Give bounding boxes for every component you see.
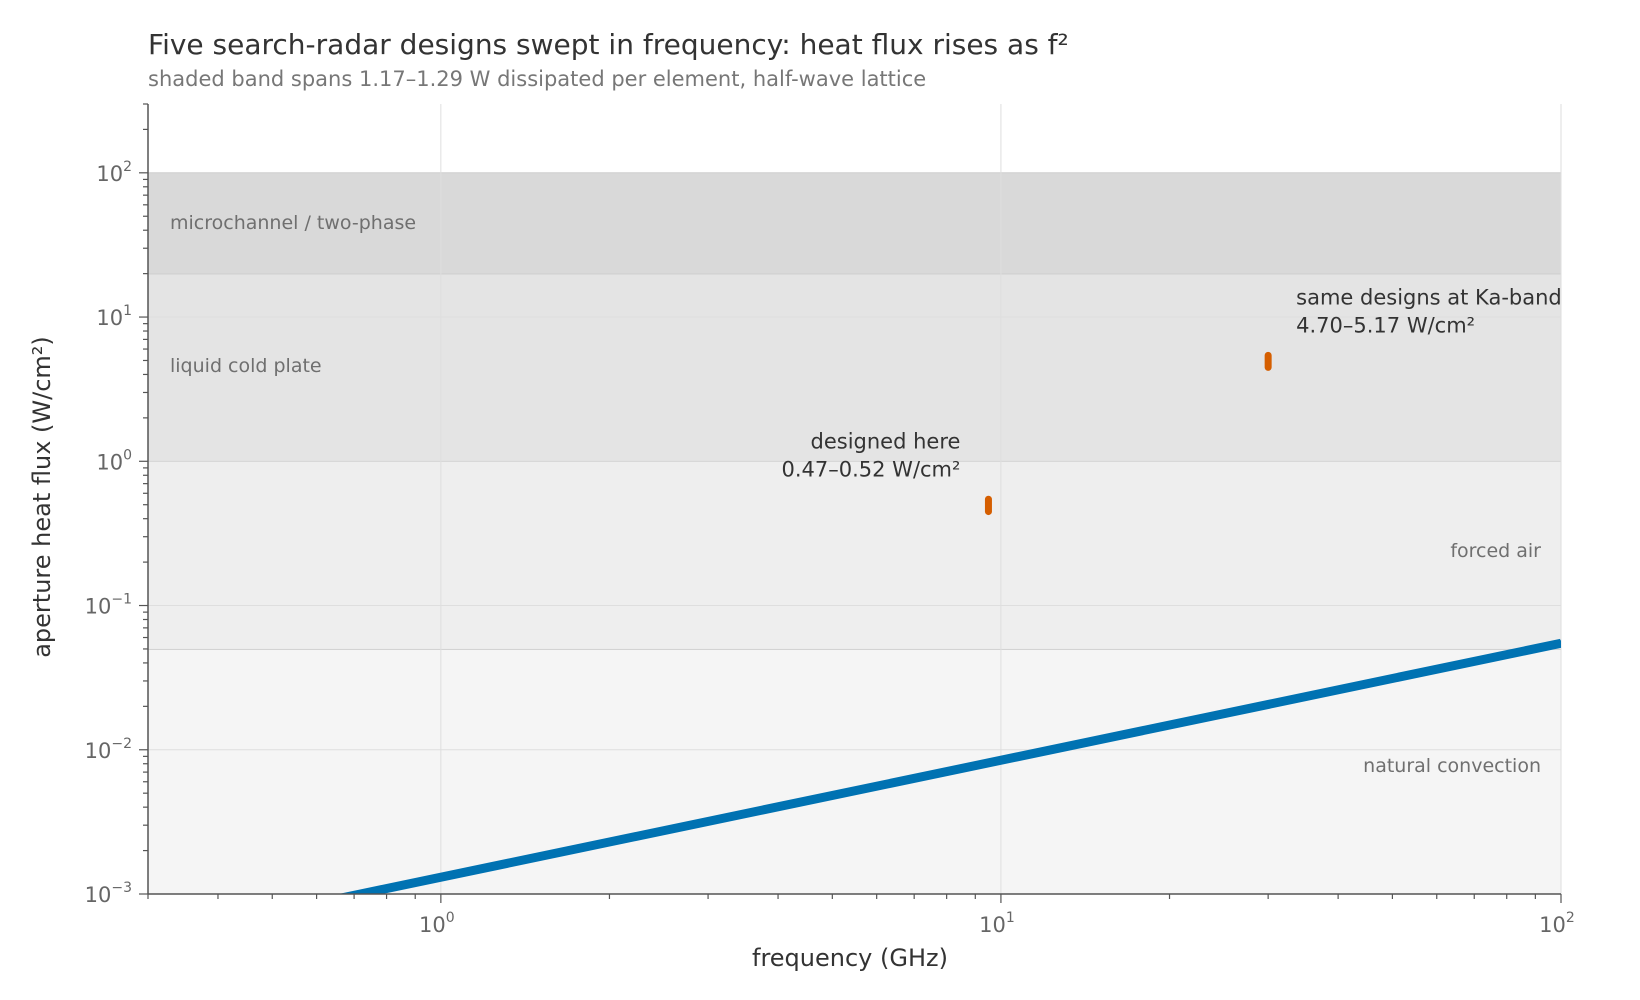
annotation-line2-0: 0.47–0.52 W/cm² <box>781 457 960 481</box>
x-tick-label-2: 102 <box>1539 910 1575 937</box>
annotation-line1-0: designed here <box>811 429 961 453</box>
y-axis-label: aperture heat flux (W/cm²) <box>28 336 56 658</box>
zone-band-1 <box>148 461 1561 649</box>
x-tick-label-1: 101 <box>979 910 1015 937</box>
y-tick-label-4: 101 <box>96 303 132 330</box>
cooling-zones: natural convection forced air liquid cold … <box>148 172 1561 894</box>
zone-label-3: microchannel / two-phase <box>170 212 416 234</box>
x-tick-label-0: 100 <box>419 910 455 937</box>
chart-subtitle: shaded band spans 1.17–1.29 W dissipated… <box>148 67 926 91</box>
series-0 <box>338 638 1561 894</box>
zone-label-0: natural convection <box>1363 755 1541 777</box>
chart-title: Five search-radar designs swept in frequ… <box>148 28 1069 61</box>
series-line <box>338 638 1561 894</box>
axes-layer: 100 101 102 10−3 10−2 10−1 100 101 102 <box>85 103 1575 937</box>
zone-label-2: liquid cold plate <box>170 355 322 377</box>
y-tick-label-0: 10−3 <box>85 880 132 907</box>
zone-label-1: forced air <box>1450 540 1541 562</box>
annotation-line2-1: 4.70–5.17 W/cm² <box>1296 313 1475 337</box>
y-tick-label-1: 10−2 <box>85 736 132 763</box>
y-tick-label-5: 102 <box>96 159 132 186</box>
markers-layer <box>984 351 1272 516</box>
annotation-line1-1: same designs at Ka-band <box>1296 285 1562 309</box>
y-tick-label-3: 100 <box>96 447 132 474</box>
labels-layer: designed here 0.47–0.52 W/cm² same designs… <box>781 285 1561 481</box>
series-layer <box>338 638 1561 894</box>
zone-band-3 <box>148 172 1561 274</box>
x-axis-label: frequency (GHz) <box>752 944 948 972</box>
zone-band-2 <box>148 273 1561 462</box>
y-tick-label-2: 10−1 <box>85 592 132 619</box>
